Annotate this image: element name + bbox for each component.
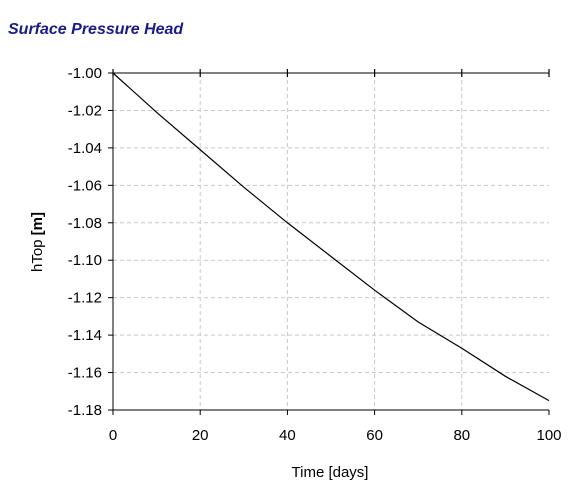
x-tick-label-1: 20 xyxy=(192,427,209,444)
y-tick-label-5: -1.10 xyxy=(68,252,102,269)
y-tick-label-8: -1.16 xyxy=(68,365,102,382)
y-tick-label-0: -1.00 xyxy=(68,65,102,82)
series-line-0 xyxy=(112,72,550,402)
y-tick-label-4: -1.08 xyxy=(68,215,102,232)
series-lines xyxy=(112,72,550,402)
y-axis-label: hTop [m] xyxy=(29,212,46,272)
x-tick-label-3: 60 xyxy=(366,427,383,444)
x-tick-label-4: 80 xyxy=(453,427,470,444)
y-axis-label-name: hTop xyxy=(29,235,46,272)
x-tick-label-0: 0 xyxy=(109,427,117,444)
chart-title: Surface Pressure Head xyxy=(8,21,184,38)
x-tick-label-5: 100 xyxy=(536,427,561,444)
y-tick-label-9: -1.18 xyxy=(68,402,102,419)
y-tick-label-7: -1.14 xyxy=(68,327,102,344)
y-tick-label-3: -1.06 xyxy=(68,177,102,194)
y-tick-label-2: -1.04 xyxy=(68,140,102,157)
x-tick-label-2: 40 xyxy=(279,427,296,444)
y-axis-label-unit: [m] xyxy=(29,212,46,235)
axes xyxy=(108,69,550,415)
x-axis-label: Time [days] xyxy=(292,464,369,481)
grid xyxy=(113,73,549,410)
y-tick-label-1: -1.02 xyxy=(68,102,102,119)
tick-labels: 0 20 40 60 80 100 -1.00 -1.02 -1.04 -1.06 -1.08 -1.… xyxy=(68,65,562,444)
y-tick-label-6: -1.12 xyxy=(68,290,102,307)
